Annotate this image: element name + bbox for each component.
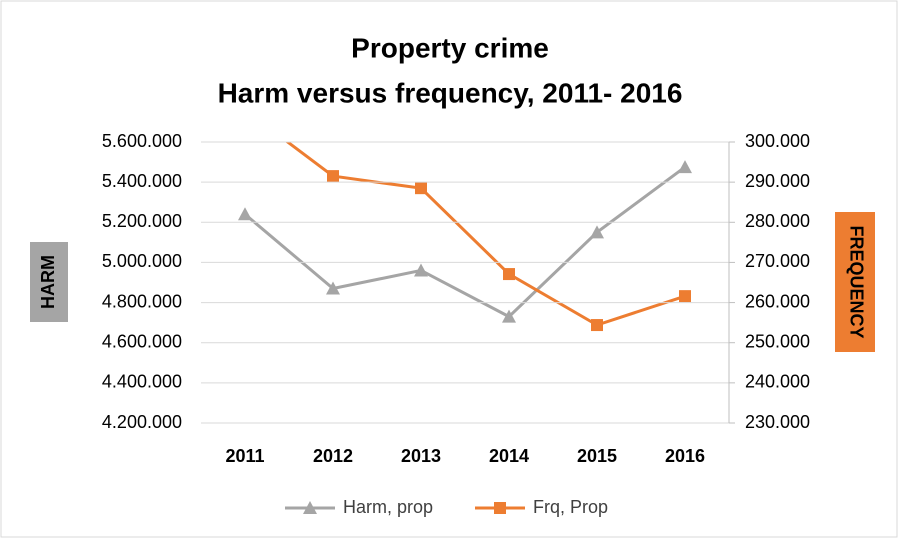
- y-tick-label: 4.400.000: [102, 372, 182, 392]
- y-tick-label: 4.200.000: [102, 412, 182, 432]
- marker: [678, 160, 692, 174]
- y2-tick-label: 240.000: [745, 372, 810, 392]
- legend-marker: [494, 502, 506, 514]
- x-tick-label: 2014: [489, 446, 529, 466]
- chart-subtitle: Harm versus frequency, 2011- 2016: [218, 77, 683, 108]
- x-tick-label: 2013: [401, 446, 441, 466]
- y-tick-label: 5.200.000: [102, 211, 182, 231]
- y2-label-box: [835, 212, 875, 352]
- y2-tick-label: 260.000: [745, 291, 810, 311]
- marker: [590, 225, 604, 239]
- y2-tick-label: 230.000: [745, 412, 810, 432]
- marker: [591, 319, 603, 332]
- y2-tick-label: 280.000: [745, 211, 810, 231]
- plot-area: [238, 142, 692, 332]
- marker: [238, 207, 252, 221]
- marker: [502, 309, 516, 323]
- x-tick-label: 2016: [665, 446, 705, 466]
- legend-label: Harm, prop: [343, 497, 433, 517]
- marker: [326, 281, 340, 295]
- x-tick-label: 2012: [313, 446, 353, 466]
- y2-tick-label: 290.000: [745, 171, 810, 191]
- marker: [414, 263, 428, 277]
- marker: [503, 268, 515, 281]
- marker: [327, 170, 339, 183]
- y-tick-label: 5.400.000: [102, 171, 182, 191]
- marker: [415, 182, 427, 195]
- legend-marker: [303, 501, 317, 514]
- y-label-box: [30, 242, 68, 322]
- y2-tick-label: 300.000: [745, 131, 810, 151]
- y-tick-label: 5.000.000: [102, 251, 182, 271]
- x-tick-label: 2015: [577, 446, 617, 466]
- chart-title: Property crime: [351, 32, 549, 63]
- y2-tick-label: 270.000: [745, 251, 810, 271]
- series-line: [244, 165, 686, 319]
- y2-axis-label: FREQUENCY: [846, 225, 866, 338]
- marker: [679, 290, 691, 303]
- series-line: [285, 142, 686, 327]
- x-tick-label: 2011: [225, 446, 264, 466]
- legend-label: Frq, Prop: [533, 497, 608, 517]
- y2-tick-label: 250.000: [745, 331, 810, 351]
- y-tick-label: 4.600.000: [102, 331, 182, 351]
- y-axis-label: HARM: [38, 255, 58, 309]
- y-tick-label: 5.600.000: [102, 131, 182, 151]
- y-tick-label: 4.800.000: [102, 291, 182, 311]
